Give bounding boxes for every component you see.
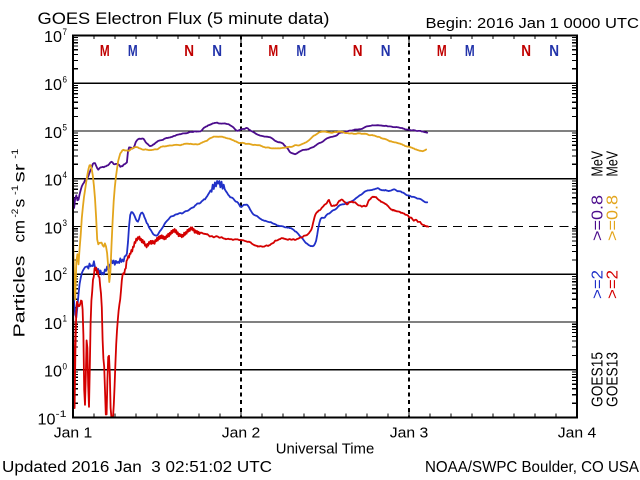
svg-text:M: M — [100, 43, 110, 60]
svg-text:Particles: Particles — [12, 255, 29, 337]
svg-text:10: 10 — [44, 173, 62, 190]
svg-text:s: s — [12, 198, 29, 207]
svg-text:N: N — [381, 43, 391, 60]
svg-text:N: N — [521, 43, 531, 60]
svg-text:NOAA/SWPC Boulder, CO USA: NOAA/SWPC Boulder, CO USA — [425, 459, 640, 476]
svg-text:cm: cm — [12, 220, 29, 243]
svg-text:-2: -2 — [10, 209, 21, 218]
svg-text:10: 10 — [44, 316, 62, 333]
svg-text:M: M — [437, 43, 447, 60]
svg-text:>=2: >=2 — [605, 270, 622, 299]
svg-text:GOES13: GOES13 — [605, 352, 622, 407]
svg-text:10: 10 — [44, 29, 62, 46]
svg-text:10: 10 — [44, 125, 62, 142]
svg-text:MeV: MeV — [590, 151, 607, 177]
svg-text:MeV: MeV — [605, 151, 622, 177]
svg-text:M: M — [268, 43, 278, 60]
svg-text:6: 6 — [63, 75, 68, 86]
svg-text:3: 3 — [63, 218, 68, 229]
svg-text:M: M — [296, 43, 306, 60]
svg-text:5: 5 — [63, 122, 68, 133]
svg-text:Universal Time: Universal Time — [276, 441, 375, 458]
svg-text:0: 0 — [63, 361, 68, 372]
svg-text:>=0.8: >=0.8 — [605, 195, 622, 241]
svg-text:>=0.8: >=0.8 — [590, 195, 607, 241]
svg-text:10: 10 — [38, 411, 56, 428]
svg-text:2: 2 — [63, 266, 68, 277]
svg-text:10: 10 — [44, 220, 62, 237]
svg-text:7: 7 — [63, 27, 68, 38]
svg-text:N: N — [212, 43, 222, 60]
svg-text:GOES Electron Flux (5 minute d: GOES Electron Flux (5 minute data) — [38, 10, 330, 28]
svg-text:1: 1 — [63, 314, 68, 325]
svg-text:Jan 4: Jan 4 — [558, 426, 597, 442]
svg-text:M: M — [128, 43, 138, 60]
svg-text:10: 10 — [44, 364, 62, 381]
svg-text:M: M — [465, 43, 475, 60]
svg-text:N: N — [549, 43, 559, 60]
svg-text:4: 4 — [63, 170, 68, 181]
svg-text:Updated 2016 Jan 3 02:51:02 U: Updated 2016 Jan 3 02:51:02 UTC — [2, 459, 272, 476]
svg-text:10: 10 — [44, 77, 62, 94]
svg-text:N: N — [184, 43, 194, 60]
svg-text:Begin: 2016 Jan 1 0000 UTC: Begin: 2016 Jan 1 0000 UTC — [426, 15, 640, 32]
svg-text:10: 10 — [44, 268, 62, 285]
svg-text:GOES15: GOES15 — [590, 352, 607, 407]
svg-text:Jan 2: Jan 2 — [222, 426, 261, 442]
svg-text:>=2: >=2 — [590, 270, 607, 299]
svg-text:-1: -1 — [10, 149, 21, 159]
svg-text:-1: -1 — [10, 185, 21, 195]
svg-text:-1: -1 — [56, 409, 67, 420]
svg-text:sr: sr — [12, 164, 29, 183]
svg-text:Jan 3: Jan 3 — [390, 426, 429, 442]
svg-text:Jan 1: Jan 1 — [54, 426, 93, 442]
svg-text:N: N — [353, 43, 363, 60]
